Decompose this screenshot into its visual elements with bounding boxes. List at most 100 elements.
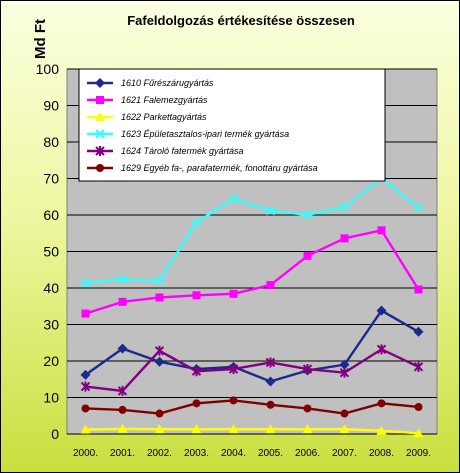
series-5 <box>80 344 424 396</box>
legend-marker <box>95 129 105 139</box>
data-point <box>377 226 386 235</box>
data-point <box>377 399 386 408</box>
data-point <box>414 402 423 411</box>
data-point <box>192 399 201 408</box>
data-point <box>414 285 423 294</box>
data-point <box>340 234 349 243</box>
data-point <box>376 425 387 435</box>
data-point <box>228 194 239 204</box>
series-line <box>85 427 419 435</box>
data-point <box>302 364 313 375</box>
data-point <box>265 357 276 368</box>
series-line <box>85 399 419 415</box>
data-point <box>154 275 165 286</box>
legend-marker <box>95 112 105 121</box>
y-tick-label: 100 <box>36 61 60 77</box>
y-tick-label: 30 <box>43 317 59 333</box>
data-point <box>229 396 238 405</box>
x-tick-label: 2000. <box>73 448 98 459</box>
y-tick-label: 90 <box>43 98 59 114</box>
series-3 <box>80 423 424 438</box>
data-point <box>192 291 201 300</box>
data-point <box>266 400 275 409</box>
y-tick-label: 0 <box>51 426 59 442</box>
legend-label: 1621 Falemezgyártás <box>121 95 208 105</box>
data-point <box>117 343 128 354</box>
legend-item: 1610 Fűrészárugyártás <box>87 78 214 88</box>
legend-item: 1623 Épületasztalos-ipari termék gyártás… <box>87 129 289 139</box>
data-point <box>117 423 128 433</box>
y-tick-label: 20 <box>43 353 59 369</box>
legend-item: 1622 Parkettagyártás <box>87 112 207 122</box>
legend-label: 1622 Parkettagyártás <box>121 112 207 122</box>
x-tick-label: 2005. <box>258 448 283 459</box>
legend-item: 1624 Tároló fatermék gyártása <box>87 146 244 156</box>
series-line <box>85 176 420 285</box>
y-tick-label: 80 <box>43 134 59 150</box>
data-point <box>155 293 164 302</box>
data-point <box>376 305 387 316</box>
data-point <box>340 409 349 418</box>
legend-item: 1621 Falemezgyártás <box>87 95 208 105</box>
x-tick-label: 2009. <box>406 448 431 459</box>
data-point <box>265 376 276 387</box>
data-point <box>191 366 202 377</box>
series-4 <box>80 173 424 288</box>
legend-label: 1610 Fűrészárugyártás <box>121 78 214 88</box>
data-point <box>117 274 128 284</box>
x-tick-label: 2004. <box>221 448 246 459</box>
data-point <box>191 424 202 434</box>
x-axis-ticks: 2000. 2001. 2002. 2003. 2004. 2005. 2006. 2007.… <box>73 448 431 459</box>
data-point <box>265 424 276 434</box>
x-tick-label: 2002. <box>147 448 172 459</box>
data-point <box>80 381 91 392</box>
series-group <box>80 173 424 438</box>
x-tick-label: 2003. <box>184 448 209 459</box>
y-tick-label: 40 <box>43 280 59 296</box>
series-line <box>85 228 420 315</box>
data-point <box>228 424 239 434</box>
y-axis-ticks: 0 10 20 30 40 50 60 70 80 90 100 <box>36 61 60 442</box>
data-point <box>81 309 90 318</box>
series-2 <box>81 226 423 318</box>
data-point <box>413 326 424 337</box>
legend-label: 1624 Tároló fatermék gyártása <box>121 146 244 156</box>
data-point <box>81 404 90 413</box>
data-point <box>117 385 128 396</box>
data-point <box>266 281 275 290</box>
data-point <box>155 409 164 418</box>
data-point <box>228 364 239 375</box>
data-point <box>302 424 313 434</box>
x-tick-label: 2006. <box>295 448 320 459</box>
legend-label: 1629 Egyéb fa-, parafatermék, fonottáru … <box>121 163 318 173</box>
data-point <box>154 345 165 356</box>
x-tick-label: 2007. <box>332 448 357 459</box>
data-point <box>413 428 424 438</box>
data-point <box>302 210 313 220</box>
data-point <box>303 251 312 260</box>
legend-marker <box>95 78 105 88</box>
legend: 1610 Fűrészárugyártás 1621 Falemezgyártás… <box>78 68 386 182</box>
y-tick-label: 70 <box>43 171 59 187</box>
data-point <box>303 404 312 413</box>
data-point <box>339 424 350 434</box>
x-tick-label: 2001. <box>110 448 135 459</box>
series-6 <box>81 396 423 418</box>
data-point <box>80 424 91 434</box>
legend-item: 1629 Egyéb fa-, parafatermék, fonottáru … <box>87 163 318 173</box>
data-point <box>118 297 127 306</box>
data-point <box>339 367 350 378</box>
x-tick-label: 2008. <box>369 448 394 459</box>
data-point <box>80 369 91 380</box>
data-point <box>118 405 127 414</box>
series-line <box>84 309 420 383</box>
y-tick-label: 60 <box>43 207 59 223</box>
data-point <box>265 205 276 216</box>
data-point <box>154 424 165 434</box>
data-point <box>154 356 165 367</box>
data-point <box>229 289 238 298</box>
legend-marker <box>96 96 104 104</box>
y-axis-label: Md Ft <box>32 19 49 59</box>
